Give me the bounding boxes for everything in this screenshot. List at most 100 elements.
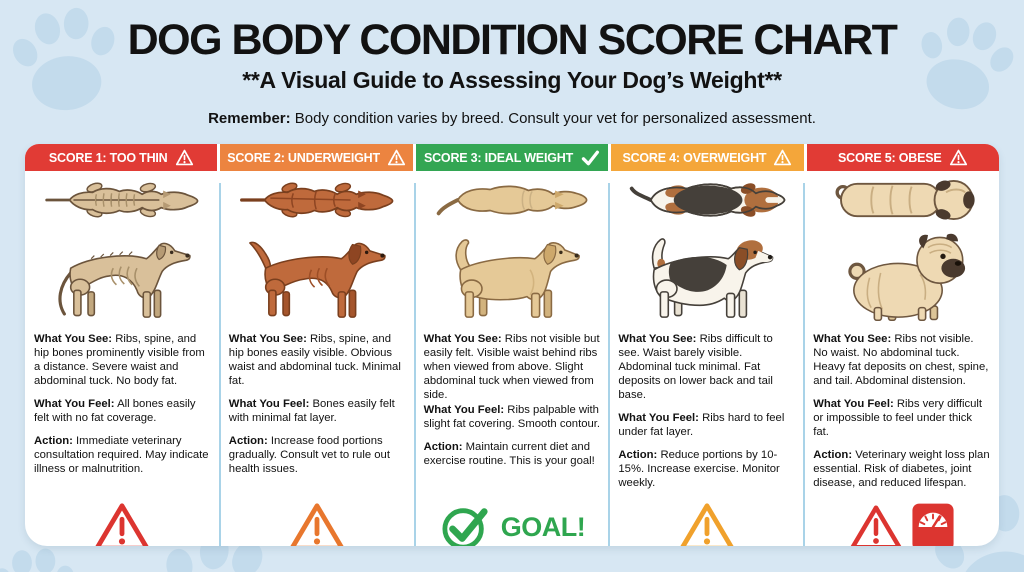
what-you-see: What You See: Ribs not visible but easil… bbox=[424, 332, 601, 402]
action-text: Veterinary weight loss plan essential. R… bbox=[813, 449, 990, 489]
what-you-feel-label: What You Feel: bbox=[618, 412, 699, 424]
score-4-header-label: SCORE 4: OVERWEIGHT bbox=[622, 150, 767, 165]
action: Action: Reduce portions by 10-15%. Incre… bbox=[618, 448, 795, 490]
action-text: Reduce portions by 10-15%. Increase exer… bbox=[618, 449, 780, 489]
action-label: Action: bbox=[228, 435, 268, 447]
what-you-see: What You See: Ribs, spine, and hip bones… bbox=[34, 332, 211, 388]
what-you-feel-text: Bones easily felt with minimal fat layer… bbox=[228, 398, 395, 424]
warning-triangle-icon bbox=[175, 149, 193, 166]
what-you-see-text: Ribs not visible but easily felt. Visibl… bbox=[423, 333, 600, 401]
action-text: Immediate veterinary consultation requir… bbox=[34, 435, 209, 475]
column-text: What You See: Ribs, spine, and hip bones… bbox=[229, 332, 406, 485]
what-you-feel-text: Ribs palpable with slight fat covering. … bbox=[423, 404, 601, 430]
dog-side-view-illustration bbox=[651, 238, 774, 318]
column-text: What You See: Ribs, spine, and hip bones… bbox=[34, 332, 211, 485]
warning-triangle-icon bbox=[850, 504, 902, 546]
score-1-column: What You See: Ribs, spine, and hip bones… bbox=[25, 171, 221, 546]
column-text: What You See: Ribs difficult to see. Wai… bbox=[618, 332, 795, 499]
score-header-row: SCORE 1: TOO THIN SCORE 2: UNDERWEIGHT S… bbox=[25, 144, 999, 171]
action-label: Action: bbox=[34, 435, 73, 447]
action: Action: Maintain current diet and exerci… bbox=[424, 440, 601, 468]
note-text: Body condition varies by breed. Consult … bbox=[294, 110, 816, 127]
what-you-feel: What You Feel: Ribs palpable with slight… bbox=[424, 403, 601, 431]
what-you-see: What You See: Ribs difficult to see. Wai… bbox=[618, 332, 795, 402]
action-text: Maintain current diet and exercise routi… bbox=[423, 441, 595, 467]
what-you-see-text: Ribs, spine, and hip bones prominently v… bbox=[34, 333, 205, 387]
score-2-header-label: SCORE 2: UNDERWEIGHT bbox=[227, 150, 380, 165]
column-text: What You See: Ribs not visible. No waist… bbox=[813, 332, 990, 499]
what-you-see: What You See: Ribs not visible. No waist… bbox=[813, 332, 990, 388]
score-2-header: SCORE 2: UNDERWEIGHT bbox=[220, 144, 413, 171]
what-you-feel: What You Feel: Ribs very difficult or im… bbox=[813, 397, 990, 439]
column-text: What You See: Ribs not visible but easil… bbox=[424, 332, 601, 477]
check-icon bbox=[581, 150, 600, 165]
paw-print-icon bbox=[921, 17, 1014, 110]
score-5-header: SCORE 5: OBESE bbox=[806, 144, 999, 171]
what-you-feel: What You Feel: Ribs hard to feel under f… bbox=[618, 411, 795, 439]
paw-print-icon bbox=[13, 7, 115, 111]
note-label: Remember: bbox=[208, 110, 291, 127]
what-you-feel-label: What You Feel: bbox=[34, 398, 115, 410]
dog-side-view-illustration bbox=[847, 233, 965, 322]
what-you-see-text: Ribs, spine, and hip bones easily visibl… bbox=[228, 333, 401, 387]
warning-triangle-icon bbox=[290, 503, 344, 546]
breed-note: Remember: Body condition varies by breed… bbox=[0, 110, 1024, 127]
dog-side-view-illustration bbox=[455, 239, 580, 318]
warning-triangle-icon bbox=[95, 503, 149, 546]
score-5-header-label: SCORE 5: OBESE bbox=[838, 150, 942, 165]
what-you-see-text: Ribs not visible. No waist. No abdominal… bbox=[813, 333, 989, 387]
score-1-header: SCORE 1: TOO THIN bbox=[25, 144, 218, 171]
what-you-feel-label: What You Feel: bbox=[813, 398, 894, 410]
page-subtitle: **A Visual Guide to Assessing Your Dog’s… bbox=[242, 67, 782, 93]
dog-side-view-illustration bbox=[249, 241, 386, 318]
action: Action: Increase food portions gradually… bbox=[229, 434, 406, 476]
score-columns: What You See: Ribs, spine, and hip bones… bbox=[25, 171, 999, 546]
what-you-see-label: What You See: bbox=[618, 333, 697, 345]
action-label: Action: bbox=[423, 441, 463, 453]
warning-triangle-icon bbox=[774, 149, 792, 166]
warning-triangle-icon bbox=[949, 149, 967, 166]
column-footer: GOAL! bbox=[439, 499, 586, 546]
goal-label: GOAL! bbox=[500, 511, 586, 542]
what-you-see-label: What You See: bbox=[423, 333, 502, 345]
check-circle-icon bbox=[442, 508, 488, 546]
what-you-see-label: What You See: bbox=[228, 333, 307, 345]
score-2-column: What You See: Ribs, spine, and hip bones… bbox=[220, 171, 416, 546]
warning-triangle-icon bbox=[680, 503, 734, 546]
column-footer bbox=[849, 499, 955, 546]
what-you-feel-label: What You Feel: bbox=[423, 404, 505, 416]
dog-top-view-illustration bbox=[835, 179, 976, 221]
score-5-column: What You See: Ribs not visible. No waist… bbox=[804, 171, 999, 546]
action-label: Action: bbox=[813, 449, 853, 461]
score-3-header-label: SCORE 3: IDEAL WEIGHT bbox=[423, 150, 574, 165]
dog-top-view-illustration bbox=[240, 182, 394, 218]
paw-print-icon bbox=[0, 548, 74, 572]
what-you-see: What You See: Ribs, spine, and hip bones… bbox=[229, 332, 406, 388]
score-3-column: What You See: Ribs not visible but easil… bbox=[415, 171, 611, 546]
action: Action: Immediate veterinary consultatio… bbox=[34, 434, 211, 476]
what-you-feel: What You Feel: Bones easily felt with mi… bbox=[229, 397, 406, 425]
column-footer bbox=[678, 499, 736, 546]
what-you-see-label: What You See: bbox=[813, 333, 892, 345]
score-4-header: SCORE 4: OVERWEIGHT bbox=[611, 144, 804, 171]
dog-side-view-illustration bbox=[58, 242, 192, 318]
score-4-column: What You See: Ribs difficult to see. Wai… bbox=[609, 171, 805, 546]
score-1-header-label: SCORE 1: TOO THIN bbox=[48, 150, 168, 165]
warning-triangle-icon bbox=[387, 149, 406, 166]
what-you-feel: What You Feel: All bones easily felt wit… bbox=[34, 397, 211, 425]
what-you-feel-label: What You Feel: bbox=[228, 398, 310, 410]
page-title: DOG BODY CONDITION SCORE CHART bbox=[127, 16, 898, 64]
what-you-see-label: What You See: bbox=[34, 333, 113, 345]
dog-top-view-illustration bbox=[45, 182, 199, 218]
action: Action: Veterinary weight loss plan esse… bbox=[813, 448, 990, 490]
weight-scale-icon bbox=[912, 503, 954, 546]
score-3-header: SCORE 3: IDEAL WEIGHT bbox=[415, 144, 609, 171]
action-text: Increase food portions gradually. Consul… bbox=[228, 435, 390, 475]
dog-top-view-illustration bbox=[436, 185, 588, 216]
what-you-feel-text: Ribs very difficult or impossible to fee… bbox=[813, 398, 983, 438]
dog-top-view-illustration bbox=[629, 183, 785, 217]
what-you-see-text: Ribs difficult to see. Waist barely visi… bbox=[618, 333, 773, 401]
column-footer bbox=[288, 499, 346, 546]
score-chart-card: SCORE 1: TOO THIN SCORE 2: UNDERWEIGHT S… bbox=[25, 144, 999, 546]
